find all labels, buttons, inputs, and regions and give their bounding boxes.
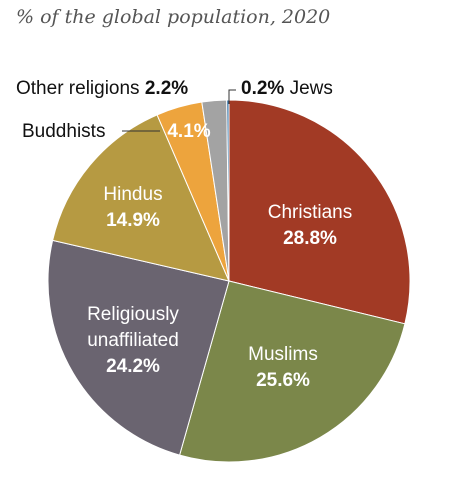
- slice-hindus: [52, 114, 230, 282]
- label-muslims-name: Muslims: [248, 344, 318, 365]
- leader-jews: [228, 89, 236, 104]
- slice-muslims: [178, 280, 406, 463]
- label-other-religions: Other religions 2.2%: [16, 78, 188, 99]
- label-muslims-value: 25.6%: [256, 370, 310, 391]
- label-hindus-name: Hindus: [103, 184, 162, 205]
- label-hindus-value: 14.9%: [106, 210, 160, 231]
- label-religiously-unaffiliated-value: 24.2%: [106, 356, 160, 377]
- label-buddhists-name: Buddhists: [22, 121, 105, 142]
- label-jews-name: Jews: [284, 78, 333, 99]
- label-christians-value: 28.8%: [283, 228, 337, 249]
- label-other-religions-value: 2.2%: [145, 78, 188, 99]
- slice-christians: [228, 99, 411, 325]
- slice-religiously-unaffiliated: [47, 239, 230, 456]
- label-jews-value: 0.2% Jews: [241, 78, 333, 99]
- label-buddhists-value: 4.1%: [167, 121, 210, 142]
- label-religiously-unaffiliated-name: Religiously: [87, 304, 179, 325]
- chart-subtitle: % of the global population, 2020: [16, 6, 331, 28]
- label-religiously-unaffiliated-name: unaffiliated: [87, 330, 179, 351]
- pie-slices: [47, 99, 411, 463]
- label-christians-name: Christians: [268, 202, 352, 223]
- pie-labels: Christians 28.8% Muslims 25.6% Religiously un…: [16, 78, 352, 391]
